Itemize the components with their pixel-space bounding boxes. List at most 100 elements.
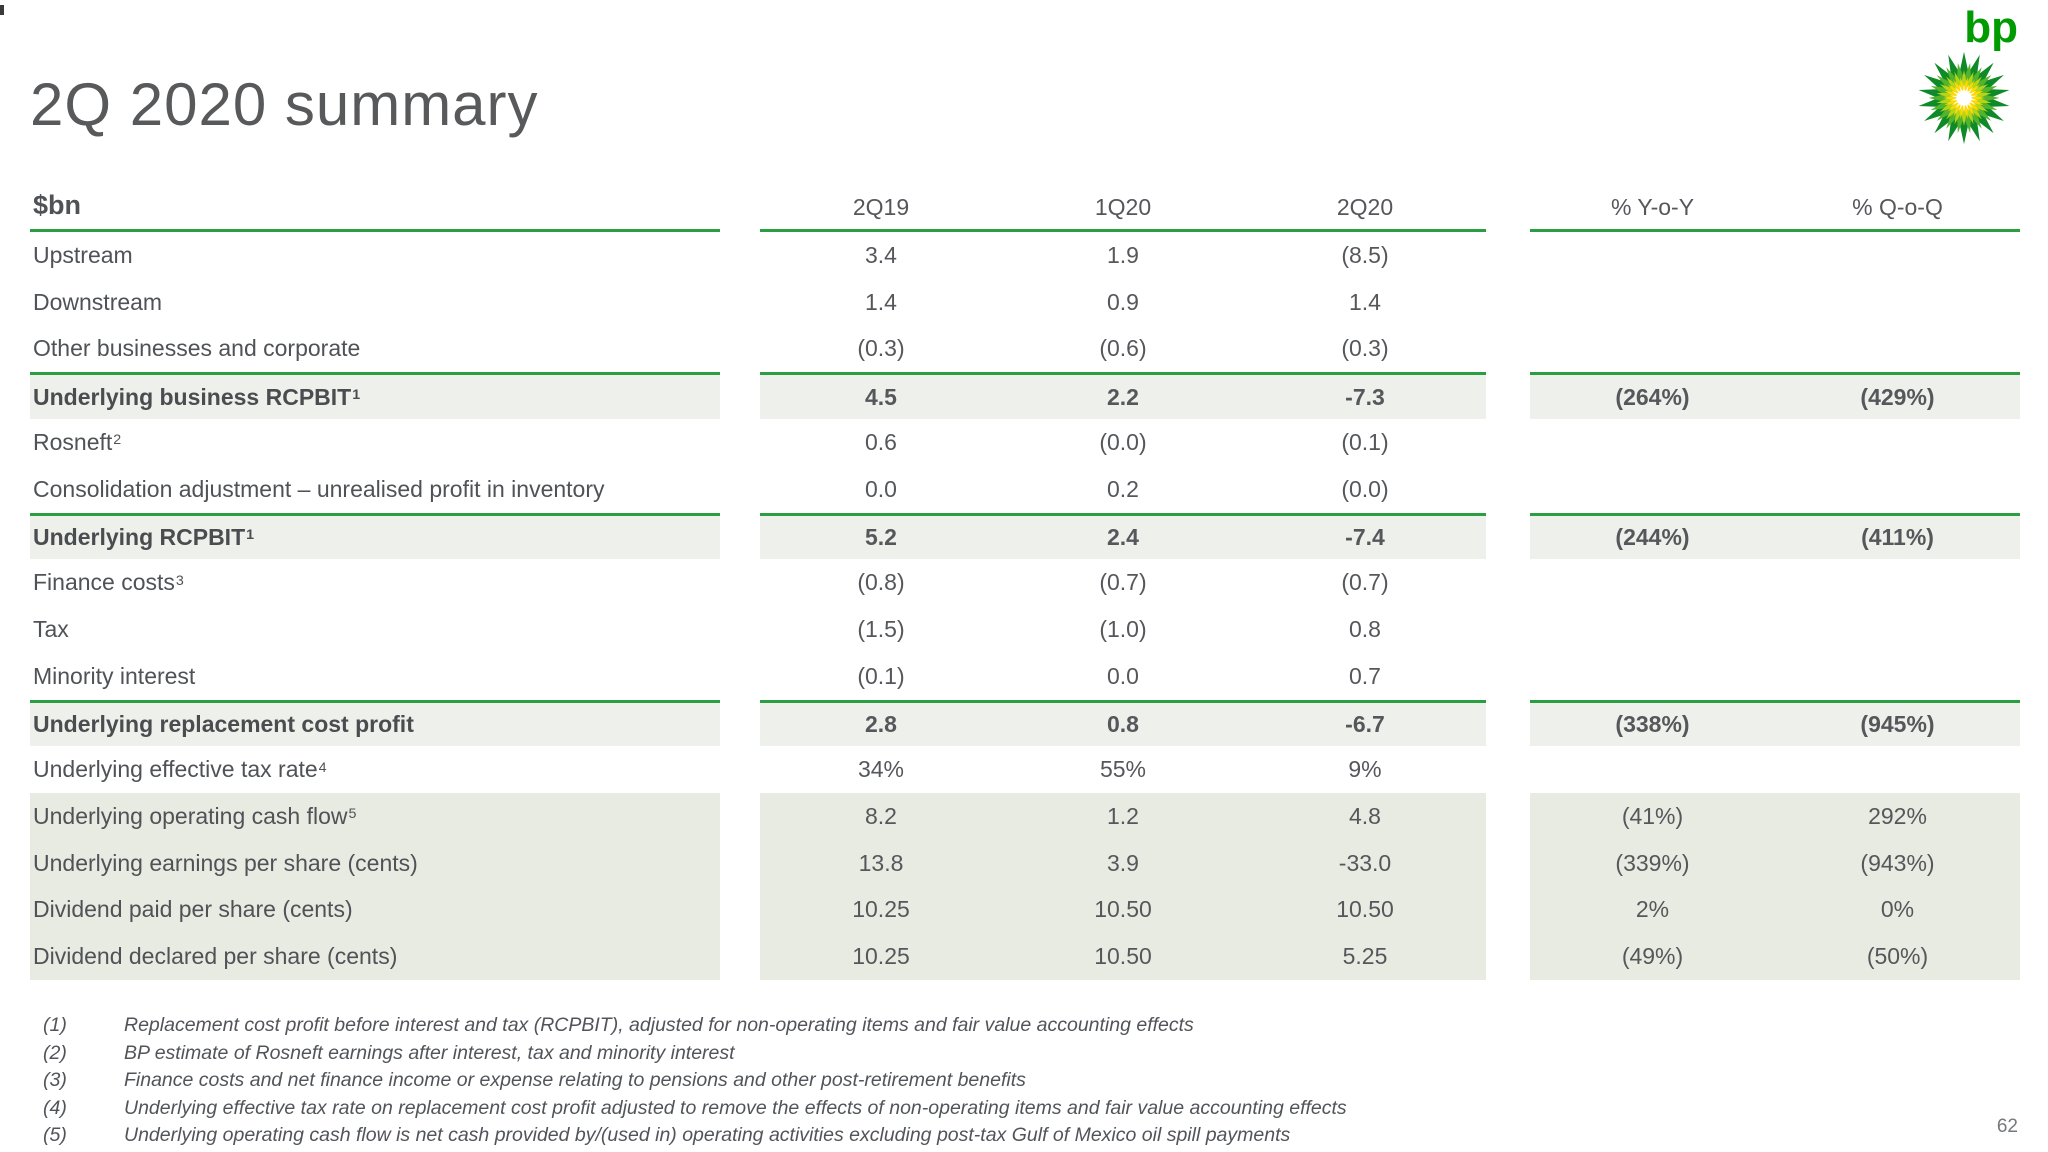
cell-value: 10.25 [760, 933, 1002, 980]
cell-value: 0.0 [865, 475, 897, 502]
cell-value: 4.5 [760, 372, 1002, 419]
row-label: Dividend declared per share (cents) [30, 933, 720, 980]
cell-value: 10.50 [1002, 886, 1244, 934]
cell-value: 8.2 [760, 793, 1002, 840]
cell-value: 0.6 [865, 428, 897, 455]
cell-value: -7.3 [1244, 372, 1486, 419]
cell-value: (0.7) [1341, 569, 1389, 596]
row-label: Dividend paid per share (cents) [30, 886, 720, 934]
table-row: Underlying effective tax rate 4 34% 55% 9% [30, 746, 2020, 793]
cell-value: 10.25 [760, 886, 1002, 934]
cell-value: 1.9 [1107, 241, 1139, 268]
table-row: Tax (1.5) (1.0) 0.8 [30, 606, 2020, 653]
cell-value: (50%) [1775, 933, 2020, 980]
cell-value: (0.0) [1099, 428, 1147, 455]
cell-value: (1.5) [857, 615, 905, 642]
footnote-item: (3) Finance costs and net finance income … [0, 1067, 2048, 1095]
footnote-text: Replacement cost profit before interest … [124, 1014, 1194, 1037]
table-row: Underlying operating cash flow 5 8.2 1.2 4.8… [30, 793, 2020, 840]
table-row: Finance costs 3 (0.8) (0.7) (0.7) [30, 559, 2020, 606]
cell-value: 0.9 [1107, 288, 1139, 315]
cell-value: 3.4 [865, 241, 897, 268]
row-label: Minority interest [33, 662, 196, 689]
cell-value: 34% [857, 756, 905, 783]
row-label: Tax [33, 615, 69, 642]
cell-value [1530, 419, 1775, 466]
cell-value [1775, 419, 2020, 466]
cell-value: 5.25 [1244, 933, 1486, 980]
cell-value: 2% [1530, 886, 1775, 934]
row-label: Underlying RCPBIT 1 [30, 512, 720, 560]
footnote-item: (2) BP estimate of Rosneft earnings after… [0, 1040, 2048, 1068]
cell-value: (339%) [1530, 839, 1775, 887]
corner-artifact [0, 5, 4, 15]
cell-value: 4.8 [1244, 793, 1486, 840]
cell-value: (0.1) [1341, 428, 1389, 455]
cell-value: 1.4 [865, 288, 897, 315]
cell-value: (49%) [1530, 933, 1775, 980]
cell-value: (943%) [1775, 839, 2020, 887]
footnote-number: (4) [43, 1096, 67, 1119]
cell-value: (0.1) [857, 662, 905, 689]
footnote-text: BP estimate of Rosneft earnings after in… [124, 1041, 735, 1064]
page-title: 2Q 2020 summary [30, 71, 539, 138]
cell-value: (41%) [1530, 793, 1775, 840]
cell-value: 5.2 [760, 512, 1002, 560]
table-row: Rosneft 2 0.6 (0.0) (0.1) [30, 419, 2020, 466]
column-header-yoy: % Y-o-Y [1530, 186, 1775, 232]
cell-value: 2.4 [1002, 512, 1244, 560]
cell-value [1775, 466, 2020, 513]
footnote-number: (2) [43, 1041, 67, 1064]
cell-value [1775, 606, 2020, 653]
table-body: Upstream 3.4 1.9 (8.5) Downstream 1.4 0.9 1.4 Ot… [30, 232, 2020, 980]
cell-value [1775, 232, 2020, 279]
cell-value: 2.8 [760, 699, 1002, 747]
footnote-item: (5) Underlying operating cash flow is net… [0, 1122, 2048, 1150]
cell-value [1775, 746, 2020, 793]
row-label: Underlying operating cash flow 5 [30, 793, 720, 840]
cell-value: (0.8) [857, 569, 905, 596]
table-row: Upstream 3.4 1.9 (8.5) [30, 232, 2020, 279]
footnote-text: Finance costs and net finance income or … [124, 1069, 1026, 1092]
cell-value: 0.7 [1349, 662, 1381, 689]
table-row: Downstream 1.4 0.9 1.4 [30, 279, 2020, 326]
footnote-text: Underlying operating cash flow is net ca… [124, 1124, 1291, 1147]
bp-helios-icon [1918, 51, 2010, 145]
table-row: Underlying RCPBIT 1 5.2 2.4 -7.4 (244%) (411%) [30, 512, 2020, 560]
cell-value: (945%) [1775, 699, 2020, 747]
cell-value: -33.0 [1244, 839, 1486, 887]
column-header-2q20: 2Q20 [1244, 186, 1486, 232]
cell-value: 2.2 [1002, 372, 1244, 419]
cell-value: (8.5) [1341, 241, 1389, 268]
table-row: Underlying earnings per share (cents) 13.… [30, 839, 2020, 887]
row-label: Other businesses and corporate [33, 335, 361, 362]
cell-value: 3.9 [1002, 839, 1244, 887]
table-row: Minority interest (0.1) 0.0 0.7 [30, 653, 2020, 700]
footnote-number: (1) [43, 1014, 67, 1037]
cell-value: 9% [1348, 756, 1382, 783]
row-label: Downstream [33, 288, 163, 315]
row-label: Underlying business RCPBIT 1 [30, 372, 720, 419]
table-row: Consolidation adjustment – unrealised pr… [30, 466, 2020, 513]
cell-value [1530, 232, 1775, 279]
cell-value: 10.50 [1002, 933, 1244, 980]
cell-value: 292% [1775, 793, 2020, 840]
row-label: Underlying earnings per share (cents) [30, 839, 720, 887]
cell-value: (0.0) [1341, 475, 1389, 502]
cell-value [1530, 606, 1775, 653]
table-row: Other businesses and corporate (0.3) (0.6)… [30, 326, 2020, 373]
cell-value: 0.8 [1349, 615, 1381, 642]
cell-value: (429%) [1775, 372, 2020, 419]
cell-value: -7.4 [1244, 512, 1486, 560]
cell-value: 0.2 [1107, 475, 1139, 502]
cell-value: (0.6) [1099, 335, 1147, 362]
table-row: Underlying replacement cost profit 2.8 0.8… [30, 699, 2020, 747]
row-label: Consolidation adjustment – unrealised pr… [33, 475, 605, 502]
cell-value: (0.3) [857, 335, 905, 362]
column-header-qoq: % Q-o-Q [1775, 186, 2020, 232]
cell-value: (264%) [1530, 372, 1775, 419]
cell-value: (0.7) [1099, 569, 1147, 596]
footnote-text: Underlying effective tax rate on replace… [124, 1096, 1347, 1119]
cell-value [1530, 746, 1775, 793]
cell-value: 0.8 [1002, 699, 1244, 747]
